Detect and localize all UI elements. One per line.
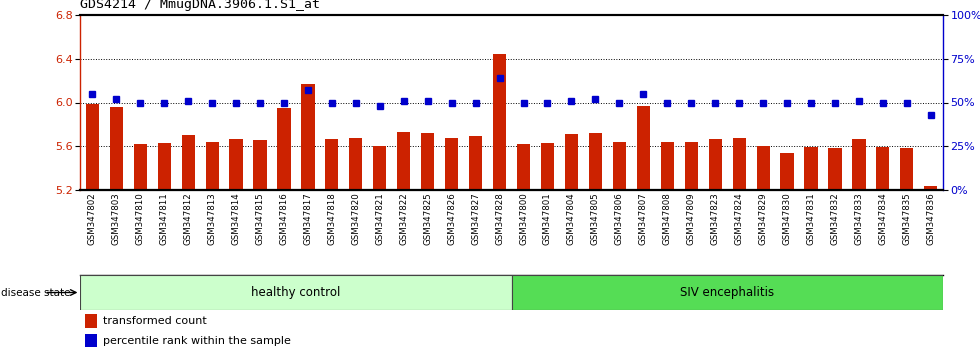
Bar — [828, 148, 842, 190]
Text: GSM347818: GSM347818 — [327, 193, 336, 245]
Bar — [445, 137, 459, 190]
Text: GSM347831: GSM347831 — [807, 193, 815, 245]
Bar — [86, 104, 99, 190]
Text: GSM347825: GSM347825 — [423, 193, 432, 245]
Text: GSM347803: GSM347803 — [112, 193, 121, 245]
Bar — [493, 55, 506, 190]
Text: GSM347822: GSM347822 — [399, 193, 409, 245]
Text: GSM347832: GSM347832 — [830, 193, 840, 245]
Text: SIV encephalitis: SIV encephalitis — [680, 286, 774, 299]
Bar — [84, 314, 97, 327]
Bar — [397, 132, 411, 190]
Text: GSM347801: GSM347801 — [543, 193, 552, 245]
Text: GSM347834: GSM347834 — [878, 193, 887, 245]
Bar — [158, 143, 171, 190]
Text: GSM347816: GSM347816 — [279, 193, 288, 245]
Bar — [564, 134, 578, 190]
Text: GSM347826: GSM347826 — [447, 193, 456, 245]
Bar — [780, 153, 794, 190]
Bar — [709, 139, 721, 190]
Bar — [325, 139, 338, 190]
Text: GSM347811: GSM347811 — [160, 193, 169, 245]
Bar — [349, 137, 363, 190]
Bar — [80, 275, 512, 310]
Bar — [302, 84, 315, 190]
Bar — [589, 133, 602, 190]
Text: GSM347814: GSM347814 — [231, 193, 240, 245]
Text: GSM347802: GSM347802 — [88, 193, 97, 245]
Text: GSM347830: GSM347830 — [783, 193, 792, 245]
Bar — [685, 142, 698, 190]
Text: percentile rank within the sample: percentile rank within the sample — [103, 336, 291, 346]
Bar — [901, 148, 913, 190]
Bar — [757, 146, 769, 190]
Bar — [612, 142, 626, 190]
Text: GSM347810: GSM347810 — [136, 193, 145, 245]
Bar — [541, 143, 554, 190]
Text: GDS4214 / MmugDNA.3906.1.S1_at: GDS4214 / MmugDNA.3906.1.S1_at — [80, 0, 320, 11]
Text: GSM347836: GSM347836 — [926, 193, 935, 245]
Text: GSM347808: GSM347808 — [662, 193, 671, 245]
Text: GSM347833: GSM347833 — [855, 193, 863, 245]
Text: GSM347800: GSM347800 — [519, 193, 528, 245]
Text: GSM347809: GSM347809 — [687, 193, 696, 245]
Bar — [110, 107, 122, 190]
Text: GSM347807: GSM347807 — [639, 193, 648, 245]
Bar — [805, 147, 817, 190]
Bar — [637, 106, 650, 190]
Bar — [421, 133, 434, 190]
Text: GSM347829: GSM347829 — [759, 193, 767, 245]
Text: GSM347817: GSM347817 — [304, 193, 313, 245]
Bar — [512, 275, 943, 310]
Bar — [373, 146, 386, 190]
Text: GSM347815: GSM347815 — [256, 193, 265, 245]
Text: transformed count: transformed count — [103, 316, 207, 326]
Bar — [661, 142, 674, 190]
Bar — [732, 137, 746, 190]
Bar — [181, 135, 195, 190]
Text: GSM347804: GSM347804 — [567, 193, 576, 245]
Text: GSM347812: GSM347812 — [183, 193, 193, 245]
Bar — [876, 147, 890, 190]
Bar — [206, 142, 219, 190]
Text: GSM347828: GSM347828 — [495, 193, 504, 245]
Text: disease state: disease state — [1, 287, 74, 297]
Bar — [853, 139, 865, 190]
Text: GSM347824: GSM347824 — [735, 193, 744, 245]
Text: GSM347820: GSM347820 — [352, 193, 361, 245]
Text: GSM347806: GSM347806 — [614, 193, 624, 245]
Text: GSM347827: GSM347827 — [471, 193, 480, 245]
Text: GSM347823: GSM347823 — [710, 193, 719, 245]
Text: healthy control: healthy control — [251, 286, 341, 299]
Bar — [84, 334, 97, 347]
Text: GSM347821: GSM347821 — [375, 193, 384, 245]
Text: GSM347835: GSM347835 — [903, 193, 911, 245]
Bar — [469, 136, 482, 190]
Text: GSM347805: GSM347805 — [591, 193, 600, 245]
Bar — [133, 144, 147, 190]
Text: GSM347813: GSM347813 — [208, 193, 217, 245]
Bar — [277, 108, 290, 190]
Bar — [517, 144, 530, 190]
Bar — [229, 139, 243, 190]
Bar — [254, 140, 267, 190]
Bar — [924, 185, 937, 190]
